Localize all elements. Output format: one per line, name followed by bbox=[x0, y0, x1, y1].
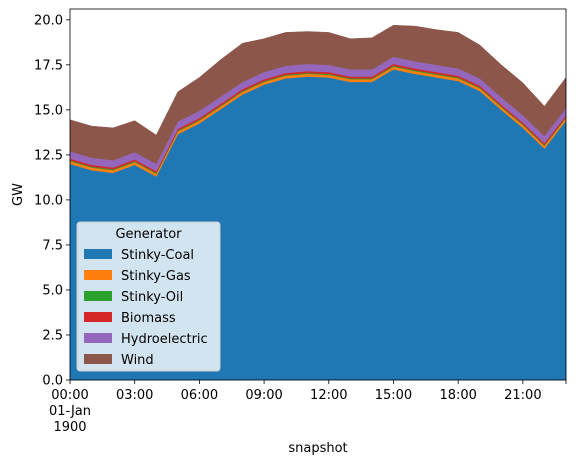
legend-swatch bbox=[84, 333, 112, 343]
legend-label: Stinky-Oil bbox=[121, 290, 183, 305]
y-tick-label: 5.0 bbox=[42, 283, 63, 298]
legend-items: Stinky-Coal Stinky-Gas Stinky-Oil Biomass Hy… bbox=[84, 248, 208, 368]
y-axis: 0.0 2.5 5.0 7.5 10.0 12.5 15.0 17.5 20.0 bbox=[34, 13, 70, 389]
y-tick-label: 0.0 bbox=[42, 374, 63, 389]
x-tick-label: 21:00 bbox=[504, 388, 541, 403]
plot-frame bbox=[69, 8, 567, 381]
x-tick-label-start: 00:00 bbox=[51, 388, 88, 403]
y-tick-label: 20.0 bbox=[34, 13, 63, 28]
y-tick-label: 10.0 bbox=[34, 193, 63, 208]
x-tick-label-start: 1900 bbox=[53, 420, 86, 435]
legend-label: Wind bbox=[121, 353, 154, 368]
legend-label: Stinky-Coal bbox=[121, 248, 194, 263]
legend-title: Generator bbox=[115, 227, 182, 242]
x-tick-label: 12:00 bbox=[310, 388, 347, 403]
legend-label: Biomass bbox=[121, 311, 176, 326]
y-tick-label: 7.5 bbox=[42, 238, 63, 253]
legend-swatch bbox=[84, 249, 112, 259]
legend: Generator Stinky-Coal Stinky-Gas Stinky-Oi… bbox=[76, 221, 221, 372]
legend-swatch bbox=[84, 270, 112, 280]
x-axis-label: snapshot bbox=[288, 441, 347, 456]
y-tick-label: 12.5 bbox=[34, 148, 63, 163]
x-tick-label: 18:00 bbox=[439, 388, 476, 403]
x-tick-label: 03:00 bbox=[116, 388, 153, 403]
legend-swatch bbox=[84, 312, 112, 322]
y-tick-label: 17.5 bbox=[34, 58, 63, 73]
legend-box bbox=[76, 221, 221, 372]
legend-swatch bbox=[84, 354, 112, 364]
x-tick-label: 06:00 bbox=[181, 388, 218, 403]
x-tick-label: 09:00 bbox=[245, 388, 282, 403]
y-axis-label: GW bbox=[11, 183, 26, 206]
legend-label: Hydroelectric bbox=[121, 332, 208, 347]
y-tick-label: 2.5 bbox=[42, 328, 63, 343]
x-tick-label-start: 01-Jan bbox=[49, 404, 91, 419]
y-tick-label: 15.0 bbox=[34, 103, 63, 118]
legend-label: Stinky-Gas bbox=[121, 269, 191, 284]
legend-swatch bbox=[84, 291, 112, 301]
x-tick-label: 15:00 bbox=[375, 388, 412, 403]
